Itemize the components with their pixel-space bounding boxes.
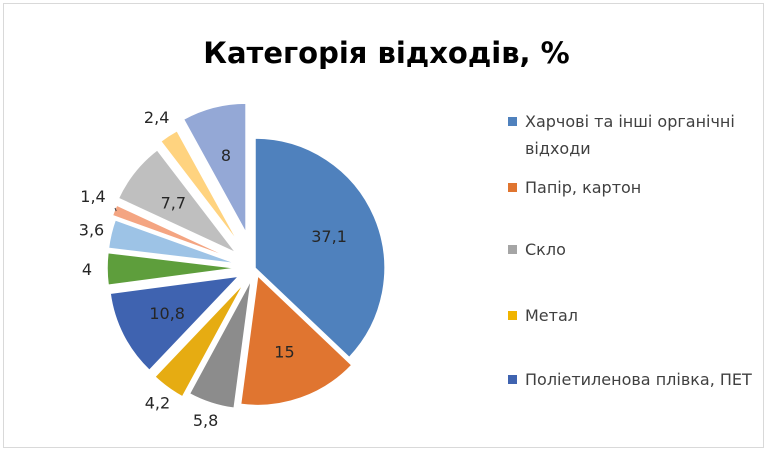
- pie-slice: [159, 129, 241, 246]
- data-label: 4: [82, 260, 92, 279]
- data-labels: 37,1 15 5,8 4,2 10,8 4 3,6 1,4 7,7 2,4 8: [79, 108, 347, 430]
- pie-slices: [106, 102, 386, 410]
- legend-swatch: [508, 183, 517, 192]
- data-label: 3,6: [79, 220, 104, 239]
- data-label: 37,1: [311, 227, 347, 246]
- data-label: 1,4: [80, 187, 105, 206]
- data-label: 8: [221, 146, 231, 165]
- legend-swatch: [508, 245, 517, 254]
- legend-label: Скло: [525, 240, 566, 259]
- pie-slice: [109, 275, 241, 372]
- data-label: 10,8: [149, 304, 185, 323]
- pie-slice: [107, 218, 238, 265]
- legend-swatch: [508, 375, 517, 384]
- data-label: 7,7: [161, 194, 186, 213]
- data-label: 4,2: [145, 393, 170, 412]
- pie-slice: [153, 282, 246, 398]
- legend-label: Поліетиленова плівка, ПЕТ: [525, 370, 752, 389]
- data-label: 15: [274, 343, 294, 362]
- legend-label: Папір, картон: [525, 178, 642, 197]
- legend-swatch: [508, 311, 517, 320]
- pie-slice: [117, 148, 237, 254]
- data-label: 2,4: [144, 108, 169, 127]
- pie-slice: [111, 204, 235, 261]
- leader-lines: [114, 207, 117, 212]
- legend-label: Метал: [525, 306, 578, 325]
- pie-slice: [106, 251, 238, 287]
- pie-slice: [239, 273, 353, 407]
- leader-line: [114, 207, 117, 212]
- data-label: 5,8: [193, 411, 218, 430]
- chart-title: Категорія відходів, %: [203, 36, 570, 70]
- pie-slice: [188, 279, 253, 410]
- legend-swatch: [508, 117, 517, 126]
- pie-slice: [182, 102, 247, 234]
- legend-label: Харчові та інші органічні відходи: [525, 112, 735, 158]
- pie-slice: [254, 137, 386, 359]
